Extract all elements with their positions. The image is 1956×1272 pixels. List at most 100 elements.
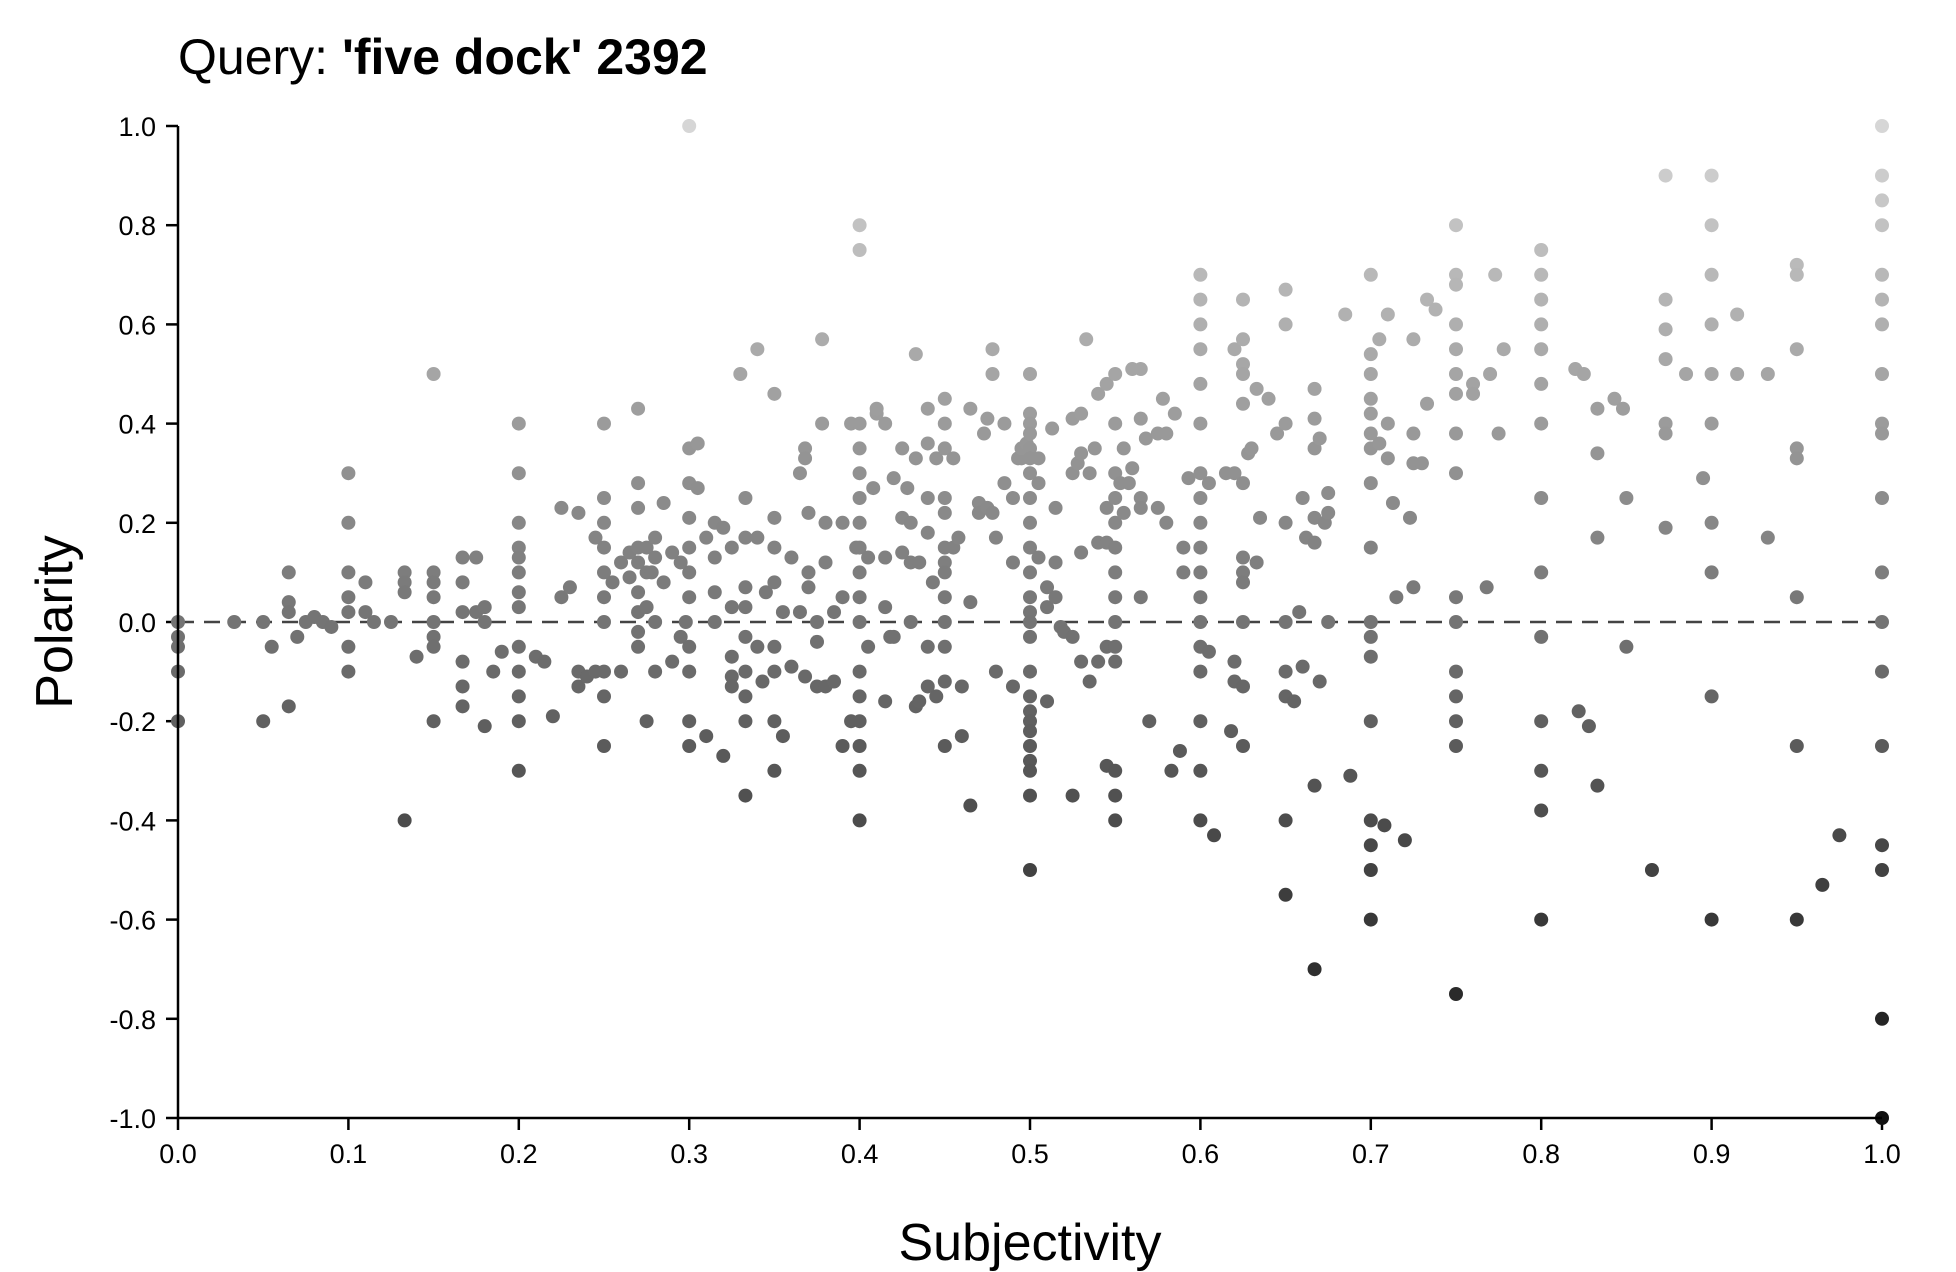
scatter-point [486, 664, 501, 679]
scatter-point [1875, 615, 1889, 629]
scatter-point [937, 416, 952, 431]
scatter-point [1307, 411, 1322, 426]
y-tick-label: -1.0 [109, 1104, 156, 1134]
scatter-point [1363, 367, 1378, 381]
scatter-point [1193, 565, 1208, 580]
y-tick-label: 0.8 [118, 211, 156, 241]
scatter-point [648, 530, 663, 545]
scatter-point [1815, 877, 1830, 892]
scatter-point [937, 391, 952, 406]
scatter-point [227, 615, 242, 629]
scatter-point [852, 763, 867, 778]
scatter-point [511, 664, 526, 679]
scatter-point [1789, 257, 1804, 272]
scatter-point [1023, 590, 1037, 605]
y-tick-label: -0.8 [109, 1005, 156, 1035]
scatter-point [690, 481, 705, 496]
scatter-point [281, 565, 296, 580]
scatter-point [1048, 590, 1063, 605]
scatter-point [511, 585, 526, 600]
scatter-point [1164, 763, 1179, 778]
scatter-point [597, 615, 611, 629]
scatter-point [1875, 168, 1889, 183]
scatter-point [1449, 317, 1463, 332]
scatter-point [1491, 426, 1506, 441]
scatter-point [852, 590, 867, 605]
scatter-point [1534, 912, 1549, 927]
scatter-point [1142, 714, 1157, 729]
scatter-point [912, 694, 927, 709]
scatter-point [1065, 629, 1080, 644]
scatter-point [1449, 987, 1463, 1001]
scatter-point [920, 436, 935, 451]
scatter-point [455, 679, 470, 694]
scatter-point [1321, 486, 1336, 501]
scatter-point [1590, 530, 1605, 545]
scatter-point [1125, 461, 1140, 476]
scatter-point [1236, 292, 1250, 307]
scatter-point [631, 476, 646, 491]
scatter-point [1292, 605, 1307, 620]
scatter-point [1658, 416, 1673, 431]
scatter-point [597, 590, 611, 605]
scatter-point [1590, 778, 1605, 793]
scatter-point [861, 550, 876, 565]
scatter-point [1236, 476, 1250, 491]
scatter-point [1023, 515, 1037, 530]
y-tick-label: -0.2 [109, 707, 156, 737]
scatter-point [818, 515, 833, 530]
scatter-point [1704, 689, 1719, 704]
scatter-point [1534, 376, 1549, 391]
scatter-point [1005, 555, 1020, 570]
scatter-point [1023, 704, 1037, 719]
scatter-point [1704, 218, 1719, 233]
scatter-point [1227, 466, 1242, 481]
scatter-point [1236, 575, 1250, 590]
scatter-point [1159, 515, 1174, 530]
scatter-point [1832, 828, 1847, 843]
scatter-point [665, 545, 680, 560]
scatter-point [477, 615, 492, 629]
scatter-point [426, 629, 441, 644]
scatter-point [908, 451, 923, 466]
scatter-point [1133, 411, 1148, 426]
scatter-point [665, 654, 680, 669]
scatter-point [656, 575, 671, 590]
scatter-point [1023, 753, 1037, 768]
scatter-point [1193, 376, 1208, 391]
scatter-point [1023, 491, 1037, 505]
scatter-point [866, 481, 881, 496]
scatter-point [1236, 565, 1250, 580]
scatter-point [1108, 590, 1123, 605]
scatter-point [511, 763, 526, 778]
scatter-point [1278, 282, 1293, 297]
scatter-point [1278, 813, 1293, 828]
scatter-point [1201, 644, 1216, 659]
scatter-point [1193, 540, 1208, 555]
scatter-point [1420, 396, 1435, 411]
scatter-point [1615, 401, 1630, 416]
scatter-point [639, 540, 654, 555]
scatter-point [597, 416, 611, 431]
scatter-point [1449, 714, 1463, 729]
scatter-point [1065, 788, 1080, 803]
scatter-point [545, 709, 560, 724]
scatter-point [682, 510, 697, 525]
scatter-point [1121, 476, 1136, 491]
scatter-point [1466, 376, 1481, 391]
scatter-point [1193, 590, 1208, 605]
scatter-point [767, 639, 782, 654]
scatter-point [818, 555, 833, 570]
scatter-point [682, 540, 697, 555]
scatter-point [1278, 416, 1293, 431]
scatter-point [1363, 267, 1378, 282]
scatter-point [1363, 391, 1378, 406]
scatter-point [912, 555, 927, 570]
scatter-point [1023, 565, 1037, 580]
scatter-point [1193, 515, 1208, 530]
y-tick-label: -0.6 [109, 906, 156, 936]
scatter-point [1704, 168, 1719, 183]
scatter-point [792, 605, 807, 620]
scatter-point [801, 580, 816, 595]
scatter-point [1176, 540, 1191, 555]
